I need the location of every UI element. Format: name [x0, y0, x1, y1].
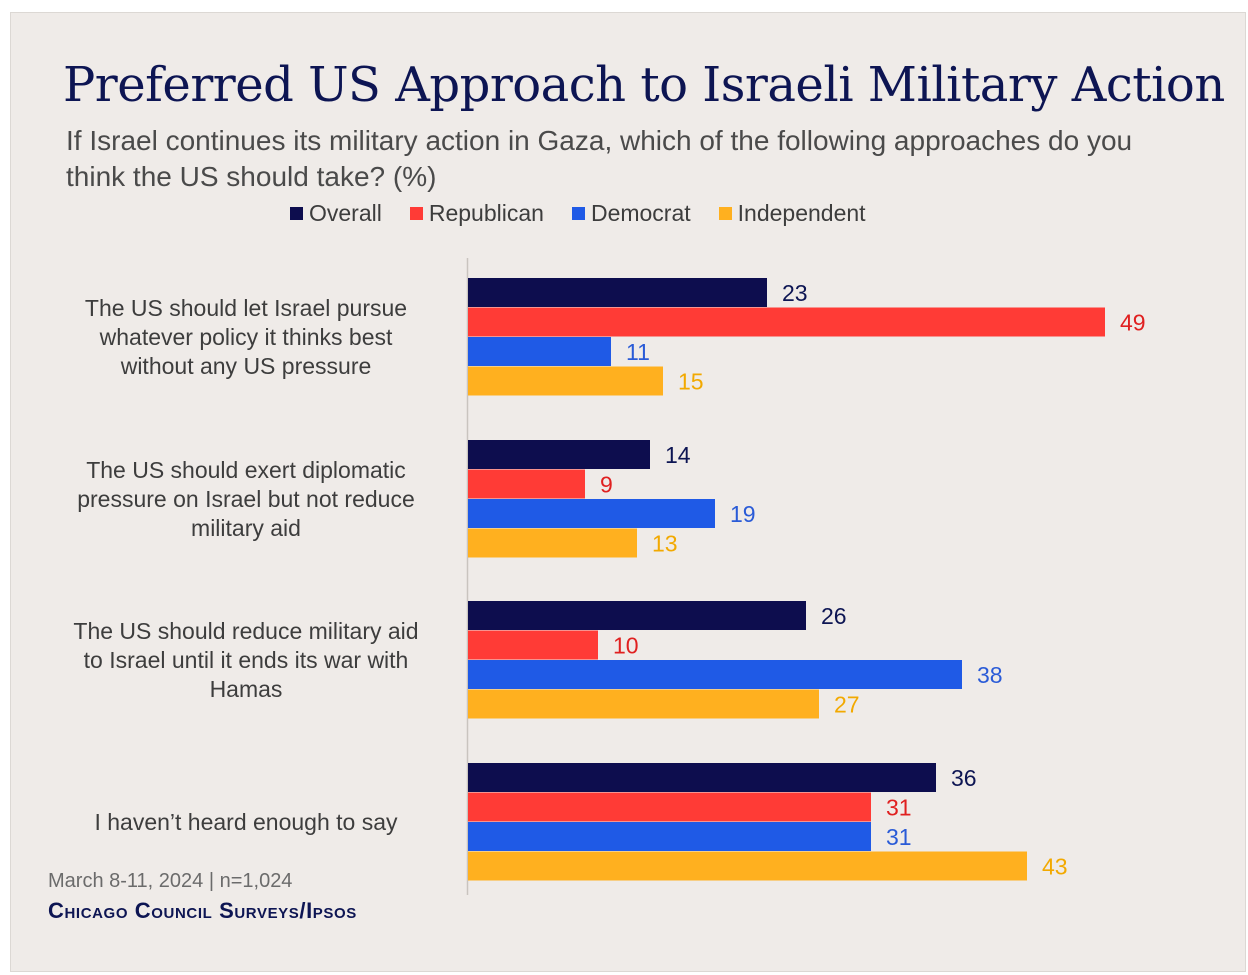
bar-independent-2 [468, 528, 637, 558]
category-label-line: to Israel until it ends its war with [84, 647, 409, 673]
legend-item-republican: Republican [409, 199, 544, 227]
data-label-independent-2: 13 [652, 530, 678, 556]
category-label-line: The US should let Israel pursue [85, 295, 407, 321]
data-label-republican-3: 10 [613, 632, 639, 658]
chart-title: Preferred US Approach to Israeli Militar… [63, 57, 1225, 113]
category-label-1: The US should let Israel pursue whatever … [85, 295, 407, 379]
legend-item-overall: Overall [290, 200, 382, 227]
legend-label-independent: Independent [737, 199, 866, 226]
data-label-overall-2: 14 [665, 442, 691, 468]
data-label-democrat-1: 11 [626, 339, 650, 365]
category-label-line: without any US pressure [120, 353, 372, 379]
bar-democrat-4 [468, 822, 871, 851]
survey-footnote: March 8-11, 2024 | n=1,024 [48, 870, 293, 892]
data-label-democrat-4: 31 [886, 824, 912, 850]
data-label-republican-4: 31 [886, 794, 912, 820]
bar-republican-4 [468, 792, 871, 822]
source-credit: Chicago Council Surveys/Ipsos [48, 898, 357, 923]
legend-item-democrat: Democrat [571, 199, 691, 227]
category-label-4: I haven’t heard enough to say [94, 809, 398, 835]
bar-independent-3 [468, 689, 819, 719]
category-label-line: military aid [191, 515, 301, 541]
legend-swatch-democrat [571, 206, 585, 220]
legend-swatch-overall [290, 206, 303, 220]
legend-label-democrat: Democrat [590, 199, 691, 226]
category-label-line: I haven’t heard enough to say [94, 809, 398, 835]
data-label-republican-1: 49 [1120, 309, 1146, 335]
legend-swatch-independent [718, 206, 732, 220]
data-label-overall-3: 26 [821, 603, 847, 629]
bar-democrat-1 [468, 337, 611, 366]
legend-swatch-republican [409, 206, 423, 220]
category-label-line: Hamas [210, 676, 283, 702]
bar-overall-2 [468, 440, 650, 469]
legend-item-independent: Independent [718, 199, 866, 227]
category-label-line: The US should exert diplomatic [86, 457, 406, 483]
data-label-independent-3: 27 [834, 691, 860, 717]
category-label-line: whatever policy it thinks best [99, 324, 393, 350]
bar-independent-4 [468, 851, 1027, 881]
data-label-democrat-2: 19 [730, 501, 756, 527]
bar-republican-2 [468, 469, 585, 499]
legend-label-republican: Republican [428, 199, 544, 226]
category-label-3: The US should reduce military aid to Isra… [73, 618, 418, 702]
category-label-line: pressure on Israel but not reduce [77, 486, 415, 512]
bar-democrat-2 [468, 499, 715, 528]
bar-republican-3 [468, 630, 598, 660]
category-label-line: The US should reduce military aid [73, 618, 418, 644]
bar-independent-1 [468, 366, 663, 396]
bar-overall-4 [468, 763, 936, 792]
data-label-overall-4: 36 [951, 765, 977, 791]
data-label-independent-4: 43 [1042, 853, 1068, 879]
data-label-overall-1: 23 [782, 280, 808, 306]
data-label-republican-2: 9 [600, 471, 613, 497]
category-label-2: The US should exert diplomatic pressure o… [77, 457, 415, 541]
bar-overall-3 [468, 601, 806, 630]
chart-subtitle: If Israel continues its military action … [66, 125, 1133, 192]
bar-democrat-3 [468, 660, 962, 689]
data-label-independent-1: 15 [678, 368, 704, 394]
bar-republican-1 [468, 307, 1105, 337]
chart-legend: Overall Republican Democrat Independent [290, 198, 1090, 228]
data-label-democrat-3: 38 [977, 662, 1003, 688]
bar-overall-1 [468, 278, 767, 307]
legend-label-overall: Overall [309, 199, 382, 226]
